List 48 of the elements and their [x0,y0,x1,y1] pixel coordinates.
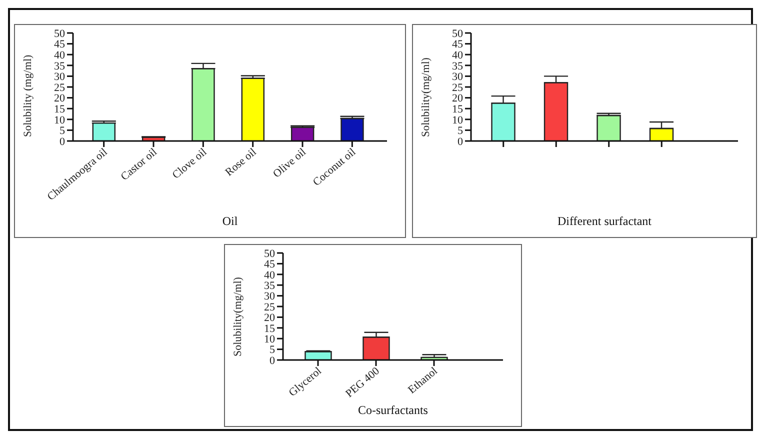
y-tick-label: 40 [264,269,276,282]
y-tick-label: 0 [270,354,276,367]
y-tick-label: 15 [452,104,464,116]
bar [241,78,265,141]
y-tick-label: 5 [270,344,276,356]
bar [362,336,390,360]
y-tick-label: 35 [452,60,464,72]
y-tick-label: 15 [54,104,66,116]
y-tick-label: 30 [54,71,66,84]
bar [596,114,621,141]
y-tick-label: 0 [458,136,464,148]
y-tick-label: 20 [264,312,276,324]
y-tick-label: 5 [458,125,464,138]
y-tick-label: 50 [264,248,276,260]
y-axis-title: Solubility(mg/ml) [232,276,244,356]
y-tick-label: 50 [54,28,66,40]
y-tick-label: 25 [264,301,276,314]
y-tick-label: 50 [452,28,464,40]
y-tick-label: 35 [264,280,276,292]
y-tick-label: 20 [54,92,66,105]
y-tick-label: 35 [54,60,66,72]
y-tick-label: 5 [60,125,66,138]
x-tick-label: Clove oil [170,146,210,182]
y-tick-label: 0 [60,136,66,148]
y-tick-label: 30 [264,290,276,303]
x-tick-label: PEG 400 [344,364,382,400]
y-tick-label: 10 [452,114,464,126]
y-tick-label: 20 [452,92,464,105]
y-tick-label: 25 [54,82,66,94]
y-tick-label: 40 [452,50,464,62]
bar [92,122,116,141]
y-tick-label: 45 [54,38,66,51]
x-axis-title: Different surfactant [557,214,652,228]
bar [340,118,364,141]
y-tick-label: 25 [452,82,464,94]
y-tick-label: 45 [452,38,464,51]
y-tick-label: 10 [54,114,66,126]
y-axis-title: Solubility(mg/ml) [420,57,432,137]
y-tick-label: 30 [452,71,464,84]
x-axis-title: Co-surfactants [358,403,428,417]
y-tick-label: 40 [54,50,66,62]
y-tick-label: 45 [264,258,276,271]
x-tick-label: Rose oil [223,146,259,179]
x-tick-label: Olive oil [270,146,308,180]
y-tick-label: 15 [264,322,276,335]
y-tick-label: 10 [264,334,276,346]
y-axis-title: Solubility (mg/ml) [22,54,34,137]
x-axis-title: Oil [222,214,238,228]
